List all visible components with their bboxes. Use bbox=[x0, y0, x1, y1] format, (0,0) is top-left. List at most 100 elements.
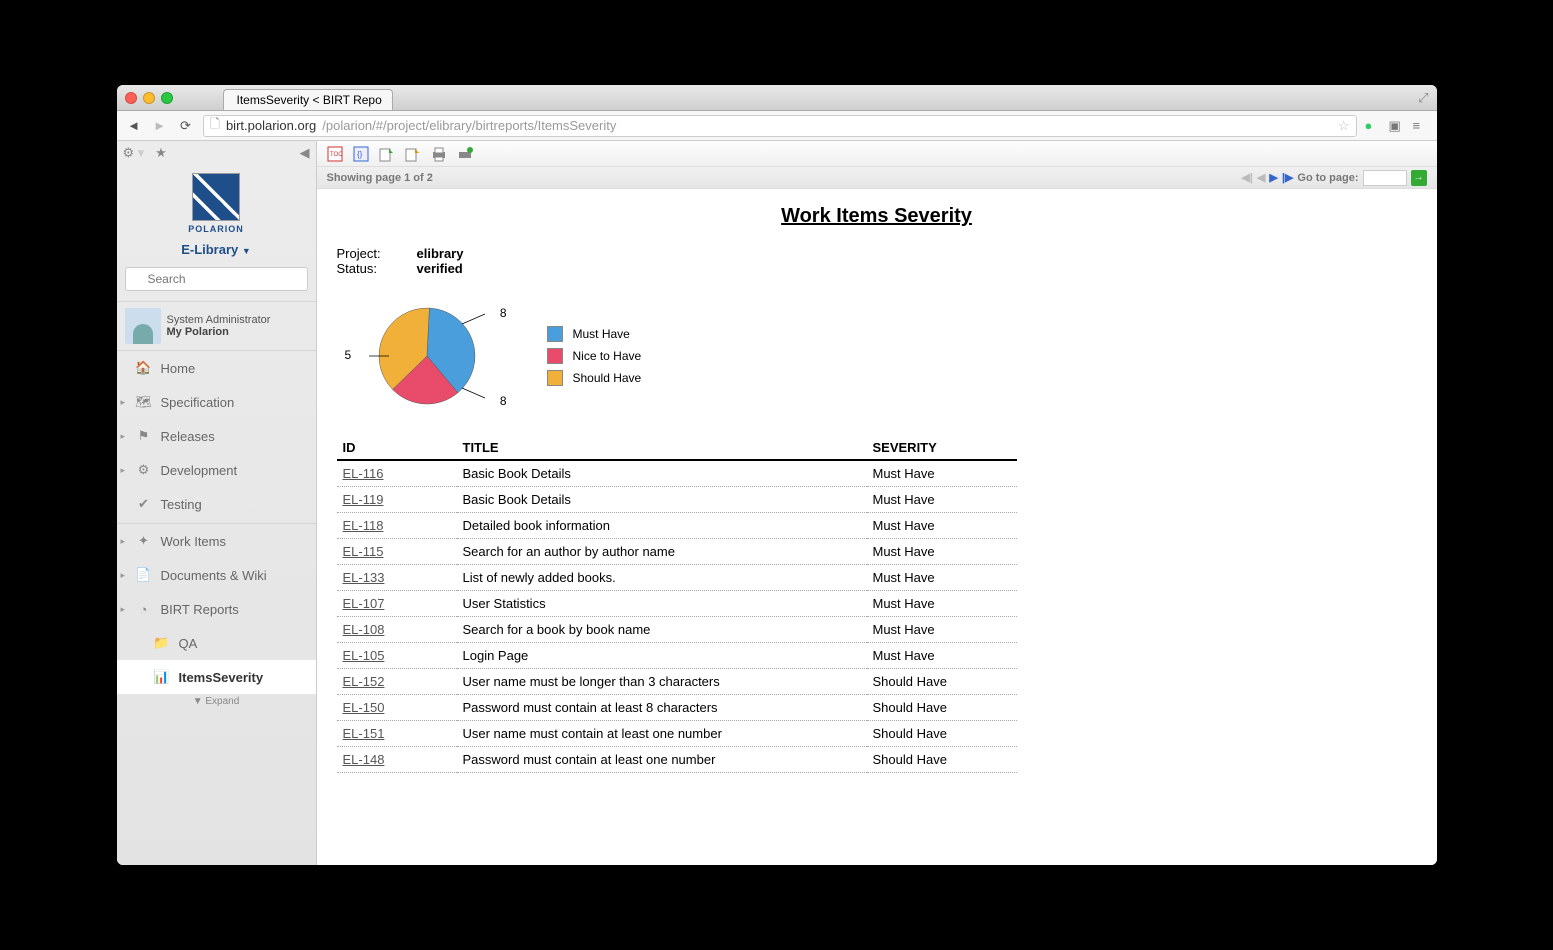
first-page-button[interactable]: ◀| bbox=[1241, 171, 1253, 184]
nav-sub-itemsseverity[interactable]: 📊ItemsSeverity bbox=[117, 660, 316, 694]
back-button[interactable]: ◄ bbox=[125, 117, 143, 135]
flag-icon: ⚑ bbox=[135, 427, 153, 445]
nav-item-development[interactable]: ▸⚙Development bbox=[117, 453, 316, 487]
last-page-button[interactable]: |▶ bbox=[1282, 171, 1294, 184]
cell-severity: Must Have bbox=[867, 617, 1017, 643]
page-icon: 🗋 bbox=[210, 115, 220, 137]
docs-icon: 📄 bbox=[135, 566, 153, 584]
prev-page-button[interactable]: ◀ bbox=[1257, 171, 1265, 184]
print-icon[interactable] bbox=[431, 146, 447, 162]
nav-item-releases[interactable]: ▸⚑Releases bbox=[117, 419, 316, 453]
cell-id: EL-105 bbox=[337, 643, 457, 669]
nav-label: Home bbox=[161, 361, 196, 376]
work-item-link[interactable]: EL-119 bbox=[343, 492, 384, 507]
collapse-sidebar-icon[interactable]: ◀ bbox=[300, 145, 310, 161]
work-item-link[interactable]: EL-115 bbox=[343, 544, 384, 559]
maximize-window-button[interactable] bbox=[161, 92, 173, 104]
user-row[interactable]: System Administrator My Polarion bbox=[117, 301, 316, 351]
expand-window-icon[interactable]: ⤢ bbox=[1418, 90, 1428, 106]
cell-severity: Must Have bbox=[867, 565, 1017, 591]
meta-key: Status: bbox=[337, 261, 417, 276]
work-item-link[interactable]: EL-105 bbox=[343, 648, 385, 663]
cell-id: EL-119 bbox=[337, 487, 457, 513]
spec-icon: 🗺 bbox=[135, 393, 153, 411]
bookmark-star-icon[interactable]: ☆ bbox=[1338, 118, 1350, 134]
close-window-button[interactable] bbox=[125, 92, 137, 104]
search-input[interactable] bbox=[125, 267, 308, 291]
reload-button[interactable]: ⟳ bbox=[177, 117, 195, 135]
table-row: EL-107User StatisticsMust Have bbox=[337, 591, 1017, 617]
url-input[interactable]: 🗋 birt.polarion.org/polarion/#/project/e… bbox=[203, 115, 1357, 137]
work-item-link[interactable]: EL-107 bbox=[343, 596, 385, 611]
project-selector[interactable]: E-Library ▼ bbox=[117, 236, 316, 267]
cell-title: Search for an author by author name bbox=[457, 539, 867, 565]
goto-page-input[interactable] bbox=[1363, 170, 1407, 186]
nav-label: Documents & Wiki bbox=[161, 568, 267, 583]
cell-id: EL-152 bbox=[337, 669, 457, 695]
expand-chevron-icon: ▸ bbox=[121, 604, 126, 615]
menu-icon[interactable]: ≡ bbox=[1413, 118, 1429, 134]
expand-chevron-icon: ▸ bbox=[121, 536, 126, 547]
nav-item-home[interactable]: 🏠Home bbox=[117, 351, 316, 385]
work-item-link[interactable]: EL-152 bbox=[343, 674, 385, 689]
nav-secondary: ▸✦Work Items▸📄Documents & Wiki▸◔BIRT Rep… bbox=[117, 523, 316, 694]
parameters-icon[interactable]: {} bbox=[353, 146, 369, 162]
col-title: TITLE bbox=[457, 436, 867, 460]
work-item-link[interactable]: EL-148 bbox=[343, 752, 385, 767]
svg-text:{}: {} bbox=[357, 150, 363, 159]
browser-window: ItemsSeverity < BIRT Repo × ⤢ ◄ ► ⟳ 🗋 bi… bbox=[117, 85, 1437, 865]
export-data-icon[interactable] bbox=[405, 146, 421, 162]
logo: POLARION bbox=[117, 165, 316, 236]
work-item-link[interactable]: EL-118 bbox=[343, 518, 384, 533]
next-page-button[interactable]: ▶ bbox=[1269, 171, 1277, 184]
work-item-link[interactable]: EL-108 bbox=[343, 622, 385, 637]
nav-item-documents-wiki[interactable]: ▸📄Documents & Wiki bbox=[117, 558, 316, 592]
forward-button[interactable]: ► bbox=[151, 117, 169, 135]
cell-severity: Must Have bbox=[867, 460, 1017, 487]
legend-row: Must Have bbox=[547, 326, 642, 342]
cell-severity: Must Have bbox=[867, 591, 1017, 617]
pager-bar: Showing page 1 of 2 ◀| ◀ ▶ |▶ Go to page… bbox=[317, 167, 1437, 189]
sidebar: ⚙ ▾ ★ ◀ POLARION E-Library ▼ bbox=[117, 141, 317, 865]
nav-item-work-items[interactable]: ▸✦Work Items bbox=[117, 524, 316, 558]
table-row: EL-108Search for a book by book nameMust… bbox=[337, 617, 1017, 643]
nav-sub-qa[interactable]: 📁QA bbox=[117, 626, 316, 660]
window-controls bbox=[125, 92, 173, 104]
pie-label-top: 8 bbox=[500, 306, 507, 320]
cell-title: List of newly added books. bbox=[457, 565, 867, 591]
browser-tab[interactable]: ItemsSeverity < BIRT Repo × bbox=[223, 89, 393, 110]
work-item-link[interactable]: EL-150 bbox=[343, 700, 385, 715]
minimize-window-button[interactable] bbox=[143, 92, 155, 104]
meta-value: verified bbox=[417, 261, 463, 276]
cell-severity: Should Have bbox=[867, 669, 1017, 695]
go-button[interactable]: → bbox=[1411, 170, 1427, 186]
print-server-icon[interactable] bbox=[457, 146, 473, 162]
chart-area: 8 5 8 Must HaveNice to HaveShould Have bbox=[367, 296, 1417, 416]
cell-severity: Must Have bbox=[867, 539, 1017, 565]
favorite-star-icon[interactable]: ★ bbox=[155, 145, 167, 160]
export-icon[interactable] bbox=[379, 146, 395, 162]
user-link: My Polarion bbox=[167, 326, 271, 338]
nav-label: ItemsSeverity bbox=[179, 670, 264, 685]
table-row: EL-119Basic Book DetailsMust Have bbox=[337, 487, 1017, 513]
extension-icon[interactable]: ● bbox=[1365, 118, 1381, 134]
nav-item-birt-reports[interactable]: ▸◔BIRT Reports bbox=[117, 592, 316, 626]
pager-status: Showing page 1 of 2 bbox=[327, 172, 433, 184]
tab-title: ItemsSeverity < BIRT Repo bbox=[237, 93, 382, 107]
settings-gear-icon[interactable]: ⚙ bbox=[123, 145, 135, 160]
tab-close-icon[interactable]: × bbox=[391, 93, 393, 107]
nav-item-specification[interactable]: ▸🗺Specification bbox=[117, 385, 316, 419]
work-item-link[interactable]: EL-133 bbox=[343, 570, 385, 585]
expand-toggle[interactable]: ▼ Expand bbox=[117, 694, 316, 709]
toc-icon[interactable]: TOC bbox=[327, 146, 343, 162]
table-row: EL-133 List of newly added books.Must Hav… bbox=[337, 565, 1017, 591]
legend-label: Must Have bbox=[573, 327, 630, 341]
table-row: EL-105Login PageMust Have bbox=[337, 643, 1017, 669]
work-item-link[interactable]: EL-151 bbox=[343, 726, 385, 741]
table-row: EL-115 Search for an author by author nam… bbox=[337, 539, 1017, 565]
work-item-link[interactable]: EL-116 bbox=[343, 466, 384, 481]
nav-item-testing[interactable]: ✔Testing bbox=[117, 487, 316, 521]
nav-label: Work Items bbox=[161, 534, 227, 549]
cast-icon[interactable]: ▣ bbox=[1389, 118, 1405, 134]
content-area: ⚙ ▾ ★ ◀ POLARION E-Library ▼ bbox=[117, 141, 1437, 865]
